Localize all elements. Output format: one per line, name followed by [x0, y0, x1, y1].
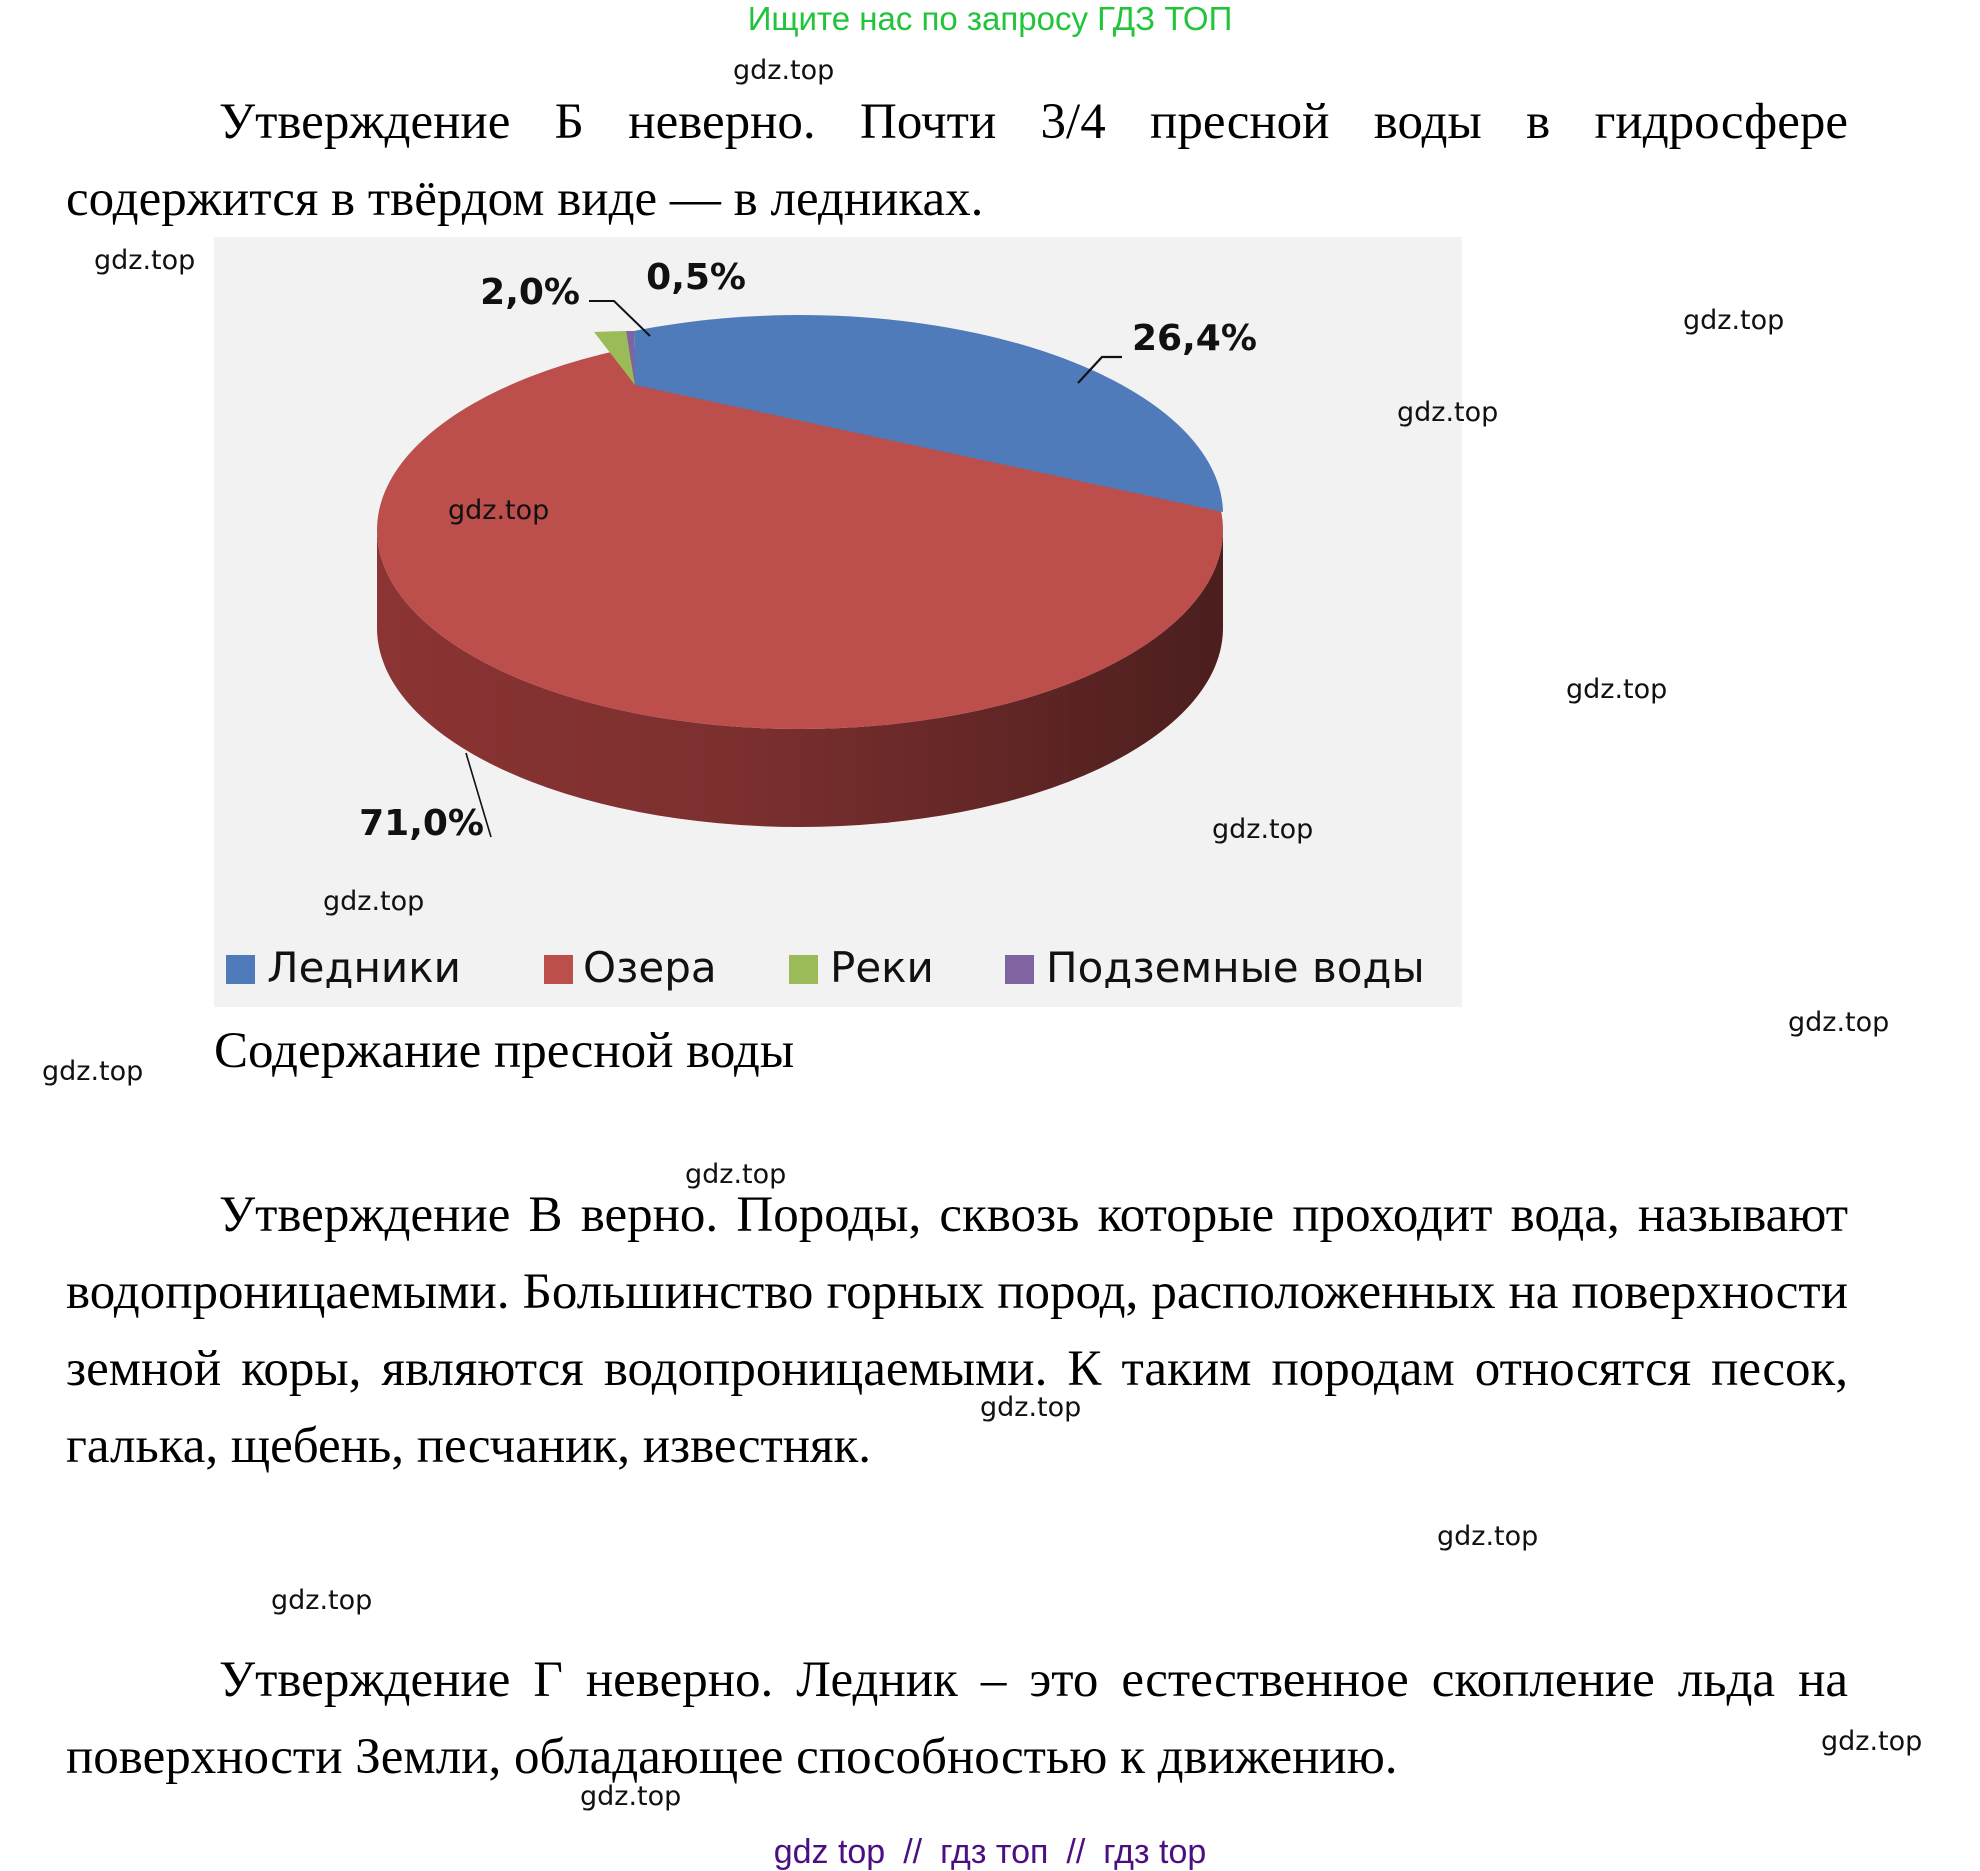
- footer-link[interactable]: гдз top: [1103, 1833, 1207, 1871]
- watermark: gdz.top: [1821, 1726, 1923, 1757]
- label-groundwater: 0,5%: [646, 257, 746, 298]
- paragraph-statement-g: Утверждение Г неверно. Ледник – это есте…: [66, 1642, 1848, 1796]
- watermark: gdz.top: [1566, 674, 1668, 705]
- pie-slice-glaciers: [634, 315, 1223, 512]
- pie-slice-rivers: [594, 331, 635, 385]
- watermark: gdz.top: [42, 1056, 144, 1087]
- label-lakes: 71,0%: [359, 803, 484, 844]
- label-rivers: 2,0%: [480, 272, 580, 313]
- search-banner: Ищите нас по запросу ГДЗ ТОП: [747, 0, 1233, 37]
- watermark: gdz.top: [580, 1781, 682, 1812]
- watermark: gdz.top: [733, 55, 835, 86]
- label-glaciers: 26,4%: [1132, 318, 1257, 359]
- pie-chart: 2,0% 0,5% 26,4% 71,0% Ледники Озера Реки…: [214, 237, 1462, 1007]
- leader-line-glaciers: [1077, 355, 1122, 384]
- footer-separator: //: [903, 1833, 923, 1871]
- legend-swatch-groundwater: [1005, 955, 1034, 984]
- watermark: gdz.top: [980, 1392, 1082, 1423]
- watermark: gdz.top: [448, 495, 550, 526]
- pie-chart-svg: 2,0% 0,5% 26,4% 71,0% Ледники Озера Реки…: [226, 257, 1425, 992]
- footer-link[interactable]: гдз топ: [940, 1833, 1049, 1871]
- legend-swatch-lakes: [544, 955, 573, 984]
- watermark: gdz.top: [1437, 1521, 1539, 1552]
- footer-separator: //: [1066, 1833, 1086, 1871]
- watermark: gdz.top: [271, 1585, 373, 1616]
- watermark: gdz.top: [94, 245, 196, 276]
- legend-label-rivers: Реки: [830, 943, 934, 992]
- figure-caption: Содержание пресной воды: [214, 1023, 795, 1079]
- watermark: gdz.top: [685, 1159, 787, 1190]
- watermark: gdz.top: [1212, 814, 1314, 845]
- watermark: gdz.top: [1397, 397, 1499, 428]
- paragraph-statement-v: Утверждение В верно. Породы, сквозь кото…: [66, 1177, 1848, 1485]
- legend-swatch-rivers: [789, 955, 818, 984]
- legend-label-lakes: Озера: [583, 943, 717, 992]
- leader-line-rivers: [589, 300, 651, 337]
- leader-line-lakes: [465, 752, 492, 838]
- watermark: gdz.top: [1683, 305, 1785, 336]
- watermark: gdz.top: [1788, 1007, 1890, 1038]
- legend-label-groundwater: Подземные воды: [1046, 943, 1425, 992]
- paragraph-statement-b: Утверждение Б неверно. Почти 3/4 пресной…: [66, 84, 1848, 238]
- footer-link[interactable]: gdz top: [773, 1833, 886, 1871]
- paragraph-text: Утверждение Б неверно. Почти 3/4 пресной…: [66, 94, 1848, 227]
- paragraph-text: Утверждение В верно. Породы, сквозь кото…: [66, 1187, 1848, 1474]
- pie-slice-groundwater: [626, 330, 635, 385]
- footer-links: gdz top // гдз топ // гдз top: [0, 1833, 1980, 1871]
- watermark: gdz.top: [323, 886, 425, 917]
- paragraph-text: Утверждение Г неверно. Ледник – это есте…: [66, 1652, 1848, 1785]
- pie-side: [377, 530, 1223, 827]
- chart-legend: Ледники Озера Реки Подземные воды: [226, 943, 1425, 992]
- legend-label-glaciers: Ледники: [267, 943, 461, 992]
- legend-swatch-glaciers: [226, 955, 255, 984]
